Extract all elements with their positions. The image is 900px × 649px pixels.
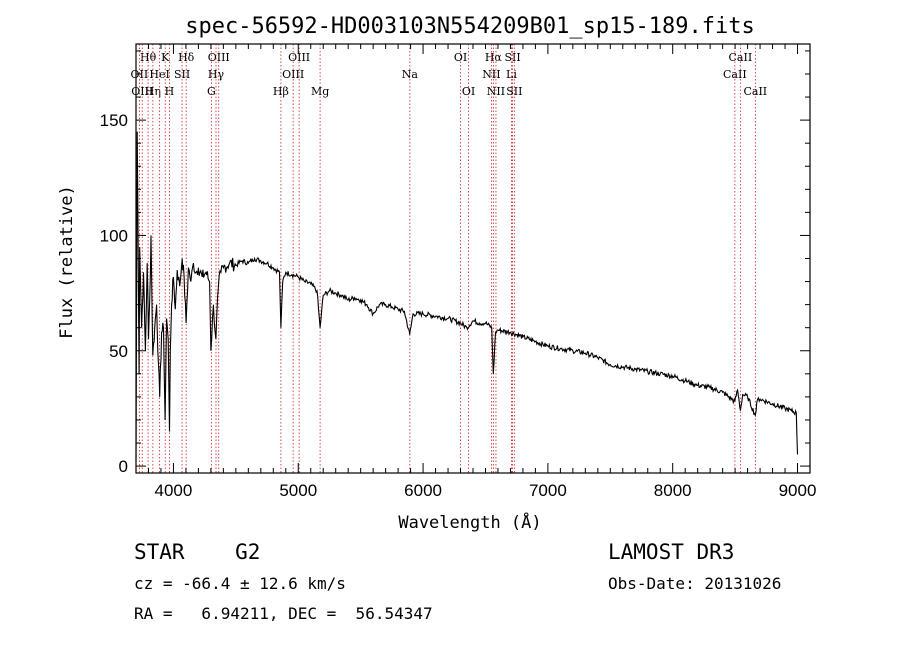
line-label: HeI bbox=[149, 68, 169, 81]
line-label: OIII bbox=[208, 51, 230, 64]
y-tick-label: 100 bbox=[100, 226, 128, 245]
line-label: OIII bbox=[282, 68, 304, 81]
x-tick-label: 5000 bbox=[279, 481, 317, 500]
x-tick-label: 9000 bbox=[779, 481, 817, 500]
line-label: Hδ bbox=[178, 51, 195, 64]
coordinates: RA = 6.94211, DEC = 56.54347 bbox=[134, 604, 433, 623]
obs-date: Obs-Date: 20131026 bbox=[608, 574, 782, 593]
spectrum-line bbox=[135, 131, 799, 462]
line-label: Hβ bbox=[273, 85, 289, 98]
plot-frame bbox=[135, 43, 811, 474]
line-label: CaII bbox=[743, 85, 767, 98]
line-label: Na bbox=[402, 68, 419, 81]
line-label: CaII bbox=[723, 68, 747, 81]
line-label: OI bbox=[462, 85, 475, 98]
x-axis-label: Wavelength (Å) bbox=[398, 511, 541, 533]
x-tick-label: 7000 bbox=[529, 481, 567, 500]
line-label: OIII bbox=[288, 51, 310, 64]
line-label: Mg bbox=[311, 85, 329, 98]
y-axis-label: Flux (relative) bbox=[57, 185, 77, 339]
y-tick-label: 0 bbox=[119, 457, 128, 476]
y-tick-label: 150 bbox=[100, 111, 128, 130]
line-label: Hγ bbox=[208, 68, 225, 81]
line-label: K bbox=[161, 51, 170, 64]
chart-title: spec-56592-HD003103N554209B01_sp15-189.f… bbox=[185, 14, 755, 39]
line-label: NII bbox=[487, 85, 505, 98]
line-label: SII bbox=[504, 51, 520, 64]
x-tick-label: 6000 bbox=[404, 481, 442, 500]
line-label: SII bbox=[174, 68, 190, 81]
line-label: OII bbox=[131, 68, 149, 81]
redshift-info: cz = -66.4 ± 12.6 km/s bbox=[134, 574, 346, 593]
survey-name: LAMOST DR3 bbox=[608, 540, 735, 564]
line-label: Hθ bbox=[140, 51, 157, 64]
line-label: Hη bbox=[145, 85, 161, 98]
line-label: Li bbox=[506, 68, 517, 81]
line-label: Hα bbox=[485, 51, 503, 64]
line-label: G bbox=[207, 85, 216, 98]
x-tick-label: 4000 bbox=[155, 481, 193, 500]
line-label: NII bbox=[482, 68, 500, 81]
object-class: STAR G2 bbox=[134, 540, 261, 564]
line-label: OI bbox=[454, 51, 467, 64]
y-axis-ticks: 0 50 100 150 bbox=[100, 50, 810, 476]
line-label: H bbox=[165, 85, 175, 98]
x-tick-label: 8000 bbox=[654, 481, 692, 500]
x-axis-ticks: 4000 5000 6000 7000 8000 9000 bbox=[135, 44, 817, 500]
line-label: CaII bbox=[729, 51, 753, 64]
line-label: OIII bbox=[131, 85, 153, 98]
y-tick-label: 50 bbox=[109, 342, 128, 361]
line-label: SII bbox=[506, 85, 522, 98]
